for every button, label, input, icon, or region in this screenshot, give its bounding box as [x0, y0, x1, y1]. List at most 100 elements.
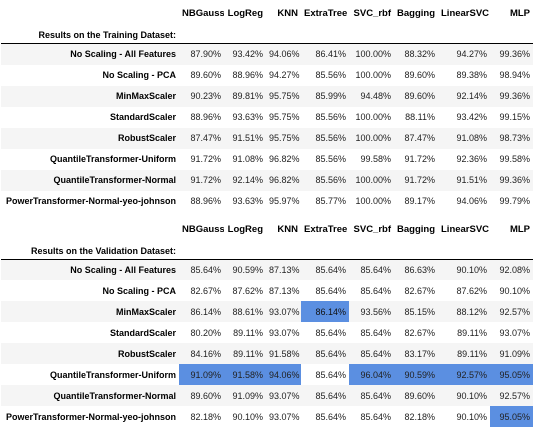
score-cell: 89.11% [438, 343, 490, 364]
score-cell: 85.56% [301, 128, 349, 149]
score-cell: 94.06% [266, 364, 301, 385]
score-cell: 91.09% [179, 364, 224, 385]
score-cell: 85.99% [301, 86, 349, 107]
score-cell: 87.13% [266, 280, 301, 301]
score-cell: 82.67% [394, 280, 438, 301]
score-cell: 84.16% [179, 343, 224, 364]
column-header: MLP [490, 0, 533, 21]
score-cell: 90.10% [224, 406, 266, 427]
row-label: No Scaling - PCA [1, 280, 179, 301]
row-label: StandardScaler [1, 107, 179, 128]
score-cell: 82.18% [394, 406, 438, 427]
score-cell: 95.05% [490, 406, 533, 427]
row-label: QuantileTransformer-Uniform [1, 149, 179, 170]
score-cell: 87.62% [438, 280, 490, 301]
score-cell: 85.56% [301, 170, 349, 191]
score-cell: 85.64% [349, 385, 394, 406]
score-cell: 91.72% [394, 170, 438, 191]
score-cell: 90.23% [179, 86, 224, 107]
column-header: LinearSVC [438, 0, 490, 21]
score-cell: 93.07% [266, 406, 301, 427]
score-cell: 88.96% [179, 191, 224, 212]
score-cell: 94.48% [349, 86, 394, 107]
score-cell: 87.62% [224, 280, 266, 301]
score-cell: 90.10% [490, 280, 533, 301]
score-cell: 98.73% [490, 128, 533, 149]
column-header: Bagging [394, 0, 438, 21]
column-header: LogReg [224, 216, 266, 237]
score-cell: 90.10% [438, 259, 490, 280]
row-label: MinMaxScaler [1, 301, 179, 322]
score-cell: 85.56% [301, 149, 349, 170]
validation-results-table: NBGauss LogReg KNN ExtraTree SVC_rbf Bag… [1, 216, 533, 427]
score-cell: 89.60% [394, 65, 438, 86]
score-cell: 93.07% [266, 301, 301, 322]
score-cell: 86.14% [179, 301, 224, 322]
score-cell: 92.57% [438, 364, 490, 385]
score-cell: 93.42% [438, 107, 490, 128]
score-cell: 100.00% [349, 170, 394, 191]
score-cell: 95.05% [490, 364, 533, 385]
row-label: QuantileTransformer-Normal [1, 170, 179, 191]
row-label: No Scaling - All Features [1, 259, 179, 280]
score-cell: 89.38% [438, 65, 490, 86]
score-cell: 89.11% [224, 343, 266, 364]
row-label: QuantileTransformer-Uniform [1, 364, 179, 385]
score-cell: 90.59% [394, 364, 438, 385]
score-cell: 85.64% [301, 364, 349, 385]
score-cell: 88.11% [394, 107, 438, 128]
score-cell: 85.64% [301, 406, 349, 427]
score-cell: 89.17% [394, 191, 438, 212]
score-cell: 82.18% [179, 406, 224, 427]
score-cell: 82.67% [179, 280, 224, 301]
column-header: KNN [266, 216, 301, 237]
score-cell: 96.04% [349, 364, 394, 385]
table-caption-row: Results on the Training Dataset: [1, 21, 533, 44]
score-cell: 85.64% [301, 280, 349, 301]
row-label: MinMaxScaler [1, 86, 179, 107]
score-cell: 99.36% [490, 170, 533, 191]
score-cell: 89.60% [394, 385, 438, 406]
score-cell: 86.63% [394, 259, 438, 280]
score-cell: 100.00% [349, 107, 394, 128]
score-cell: 89.60% [179, 65, 224, 86]
table-caption: Results on the Training Dataset: [1, 21, 179, 44]
score-cell: 91.58% [224, 364, 266, 385]
score-cell: 100.00% [349, 191, 394, 212]
row-label: RobustScaler [1, 128, 179, 149]
score-cell: 85.64% [301, 385, 349, 406]
score-cell: 100.00% [349, 128, 394, 149]
score-cell: 88.12% [438, 301, 490, 322]
training-results-table: NBGauss LogReg KNN ExtraTree SVC_rbf Bag… [1, 0, 533, 212]
score-cell: 94.06% [438, 191, 490, 212]
score-cell: 89.11% [224, 322, 266, 343]
score-cell: 99.36% [490, 44, 533, 65]
column-header: LinearSVC [438, 216, 490, 237]
score-cell: 88.96% [179, 107, 224, 128]
column-header: ExtraTree [301, 0, 349, 21]
column-header: SVC_rbf [349, 216, 394, 237]
score-cell: 91.72% [179, 149, 224, 170]
score-cell: 87.47% [179, 128, 224, 149]
column-header-row: NBGauss LogReg KNN ExtraTree SVC_rbf Bag… [1, 216, 533, 237]
score-cell: 90.10% [438, 406, 490, 427]
score-cell: 93.42% [224, 44, 266, 65]
score-cell: 95.75% [266, 128, 301, 149]
column-header: MLP [490, 216, 533, 237]
score-cell: 85.64% [349, 343, 394, 364]
score-cell: 85.64% [301, 322, 349, 343]
score-cell: 93.07% [266, 322, 301, 343]
column-header: LogReg [224, 0, 266, 21]
score-cell: 100.00% [349, 65, 394, 86]
score-cell: 85.64% [349, 280, 394, 301]
score-cell: 91.51% [438, 170, 490, 191]
